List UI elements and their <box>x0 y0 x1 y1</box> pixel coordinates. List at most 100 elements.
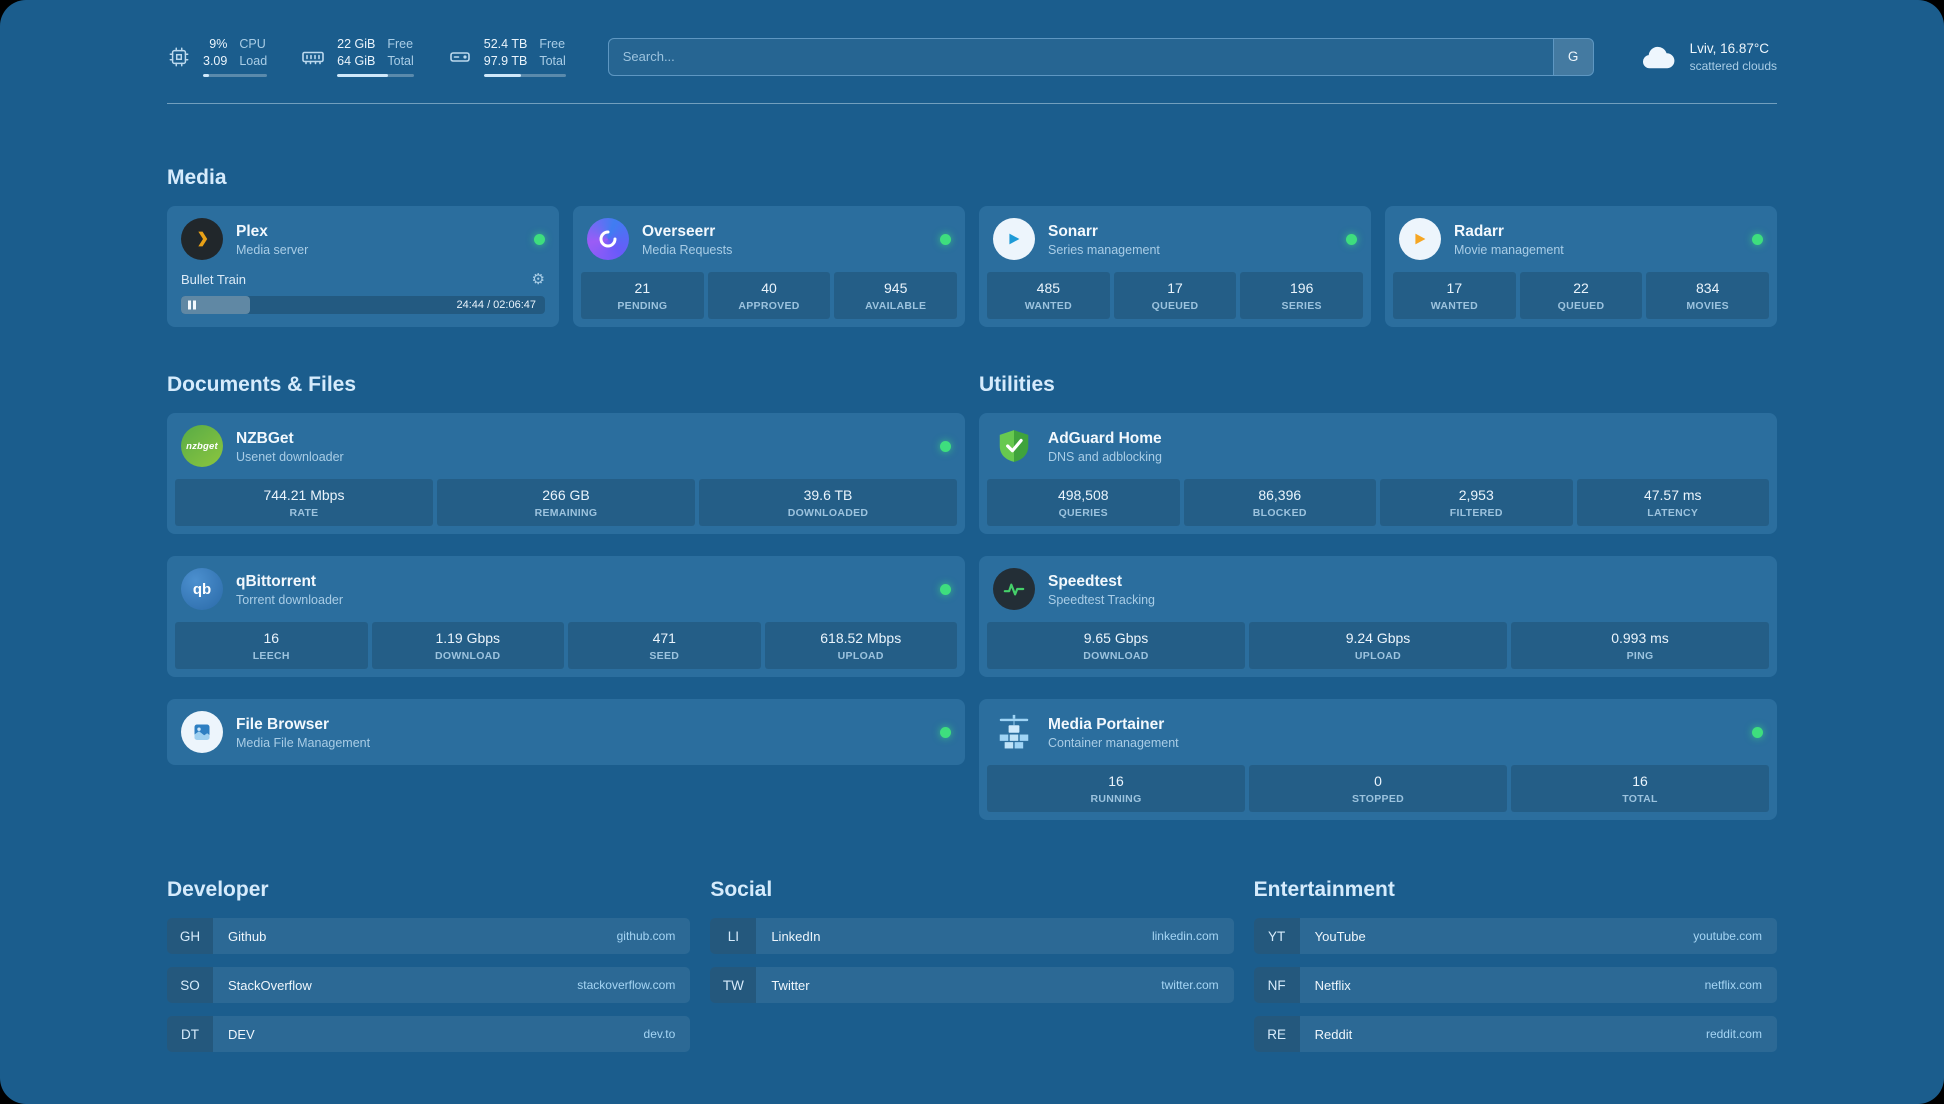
cpu-label: CPU <box>239 37 266 51</box>
radarr-icon <box>1399 218 1441 260</box>
bookmark-abbr: NF <box>1253 967 1300 1003</box>
service-subtitle: Torrent downloader <box>236 592 344 607</box>
resource-widgets: 9% 3.09 CPU Load <box>167 36 566 77</box>
bookmark-name: StackOverflow <box>228 977 312 993</box>
stat-tile: 0 STOPPED <box>1249 765 1507 812</box>
utilities-section: Utilities AdGuard Home <box>979 373 1777 820</box>
search-provider-button[interactable]: G <box>1552 38 1593 75</box>
disk-total-label: Total <box>539 54 566 68</box>
service-name: Radarr <box>1454 222 1504 240</box>
stat-tile: 744.21 Mbps RATE <box>175 479 433 526</box>
service-card-overseerr[interactable]: Overseerr Media Requests 21 PENDING 40 A… <box>573 206 965 327</box>
bookmark-abbr: LI <box>710 918 757 954</box>
stat-tile: 834 MOVIES <box>1646 272 1770 319</box>
memory-free-label: Free <box>387 37 414 51</box>
stat-tile: 47.57 ms LATENCY <box>1576 479 1769 526</box>
stat-tile: 16 RUNNING <box>987 765 1245 812</box>
weather-condition: scattered clouds <box>1689 58 1777 73</box>
bookmark-url: dev.to <box>643 1027 676 1041</box>
playback-time: 24:44 / 02:06:47 <box>456 299 536 311</box>
bookmark-url: github.com <box>616 929 676 943</box>
memory-total-value: 64 GiB <box>337 54 376 68</box>
stat-tile: 196 SERIES <box>1240 272 1364 319</box>
service-name: NZBGet <box>236 429 294 447</box>
now-playing-title: Bullet Train <box>181 272 247 287</box>
status-online-dot <box>534 233 545 245</box>
bookmark-linkedin[interactable]: LI LinkedIn linkedin.com <box>710 918 1234 954</box>
stat-tile: 9.24 Gbps UPLOAD <box>1249 622 1507 669</box>
gear-icon[interactable]: ⚙ <box>531 271 545 288</box>
cpu-progress-bar <box>203 74 268 77</box>
bookmark-youtube[interactable]: YT YouTube youtube.com <box>1253 918 1777 954</box>
load-label: Load <box>239 54 268 68</box>
stat-tile: 17 WANTED <box>1393 272 1516 319</box>
bookmark-twitter[interactable]: TW Twitter twitter.com <box>710 967 1234 1003</box>
weather-widget: Lviv, 16.87°C scattered clouds <box>1640 40 1777 74</box>
bookmark-dev[interactable]: DT DEV dev.to <box>167 1016 691 1052</box>
playback-progress-bar[interactable]: 24:44 / 02:06:47 <box>181 296 545 314</box>
service-subtitle: Speedtest Tracking <box>1048 592 1156 607</box>
service-name: Overseerr <box>642 222 716 240</box>
bookmark-url: reddit.com <box>1705 1027 1762 1041</box>
bookmark-netflix[interactable]: NF Netflix netflix.com <box>1253 967 1777 1003</box>
portainer-icon <box>993 711 1035 753</box>
disk-progress-bar <box>483 74 566 77</box>
sonarr-icon <box>993 218 1035 260</box>
speedtest-icon <box>993 568 1035 610</box>
nzbget-icon: nzbget <box>181 425 223 467</box>
cloud-icon <box>1640 42 1678 72</box>
bookmark-name: DEV <box>228 1026 255 1042</box>
section-title-entertainment: Entertainment <box>1253 878 1395 901</box>
memory-progress-bar <box>337 74 414 77</box>
bookmark-group-social: Social LI LinkedIn linkedin.com TW Twitt… <box>710 878 1234 1003</box>
section-title-documents: Documents & Files <box>167 373 357 396</box>
cpu-icon <box>167 45 191 69</box>
service-name: Media Portainer <box>1048 715 1165 733</box>
service-card-plex[interactable]: Plex Media server Bullet Train ⚙ 24:44 /… <box>167 206 559 327</box>
pause-icon[interactable] <box>188 300 196 310</box>
service-card-adguard[interactable]: AdGuard Home DNS and adblocking 498,508 … <box>979 413 1777 534</box>
stat-tile: 16 LEECH <box>175 622 368 669</box>
service-subtitle: Media Requests <box>642 242 733 257</box>
bookmark-name: LinkedIn <box>771 928 821 944</box>
service-card-portainer[interactable]: Media Portainer Container management 16 … <box>979 699 1777 820</box>
service-subtitle: Series management <box>1048 242 1160 257</box>
bookmarks-area: Developer GH Github github.com SO StackO… <box>167 878 1777 1052</box>
status-online-dot <box>940 440 951 452</box>
bookmark-github[interactable]: GH Github github.com <box>167 918 691 954</box>
service-card-qbittorrent[interactable]: qb qBittorrent Torrent downloader 16 LEE… <box>167 556 965 677</box>
disk-icon <box>448 45 472 69</box>
status-online-dot <box>1752 726 1763 738</box>
disk-widget: 52.4 TB 97.9 TB Free Total <box>448 36 566 77</box>
status-online-dot <box>940 233 951 245</box>
overseerr-icon <box>587 218 629 260</box>
stat-tile: 17 QUEUED <box>1113 272 1237 319</box>
stat-tile: 86,396 BLOCKED <box>1183 479 1376 526</box>
service-card-speedtest[interactable]: Speedtest Speedtest Tracking 9.65 Gbps D… <box>979 556 1777 677</box>
bookmark-abbr: SO <box>167 967 213 1003</box>
bookmark-url: youtube.com <box>1693 929 1762 943</box>
section-title-media: Media <box>167 166 227 189</box>
service-subtitle: Container management <box>1048 735 1179 750</box>
memory-free-value: 22 GiB <box>337 37 376 51</box>
bookmark-reddit[interactable]: RE Reddit reddit.com <box>1253 1016 1777 1052</box>
service-card-nzbget[interactable]: nzbget NZBGet Usenet downloader 744.21 M… <box>167 413 965 534</box>
service-card-filebrowser[interactable]: File Browser Media File Management <box>167 699 965 765</box>
cpu-value: 9% <box>209 37 228 51</box>
bookmark-url: twitter.com <box>1161 978 1219 992</box>
media-section: Media Plex Media server Bullet Train <box>167 166 1777 327</box>
service-card-radarr[interactable]: Radarr Movie management 17 WANTED 22 QUE… <box>1385 206 1777 327</box>
section-title-developer: Developer <box>167 878 269 901</box>
stat-tile: 498,508 QUERIES <box>987 479 1180 526</box>
service-subtitle: Media File Management <box>236 735 371 750</box>
bookmark-stackoverflow[interactable]: SO StackOverflow stackoverflow.com <box>167 967 691 1003</box>
search-bar: G <box>607 37 1594 76</box>
disk-free-label: Free <box>539 37 566 51</box>
search-input[interactable] <box>608 38 1553 75</box>
status-online-dot <box>1752 233 1763 245</box>
memory-icon <box>301 45 325 69</box>
bookmark-name: Github <box>228 928 267 944</box>
service-card-sonarr[interactable]: Sonarr Series management 485 WANTED 17 Q… <box>979 206 1371 327</box>
stat-tile: 9.65 Gbps DOWNLOAD <box>987 622 1245 669</box>
